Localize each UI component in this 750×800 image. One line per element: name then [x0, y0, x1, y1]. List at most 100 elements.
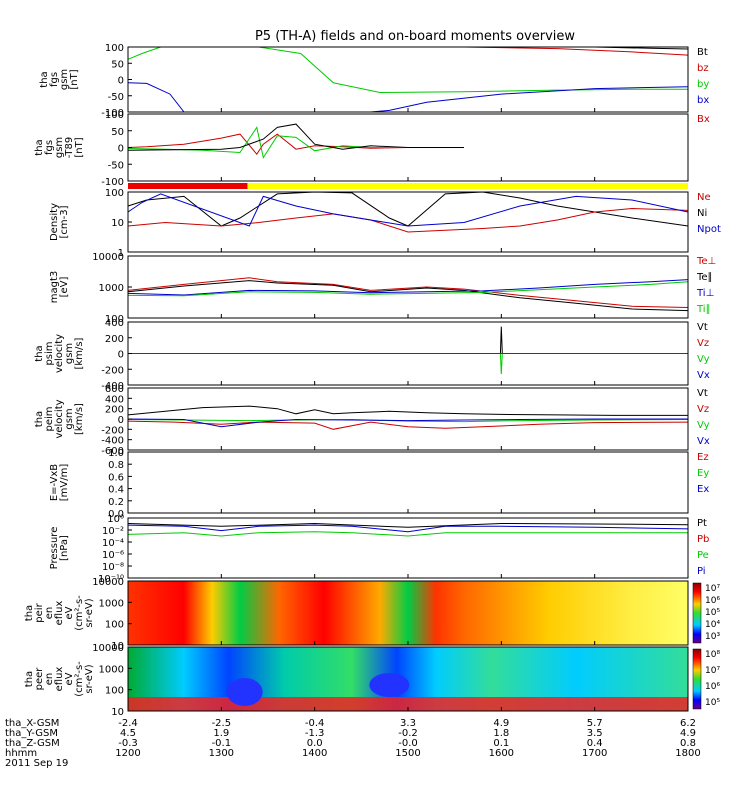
y-axis-label: Pressure	[49, 527, 60, 570]
colorbar-tick-label: 10⁷	[705, 666, 720, 676]
spectrogram-core	[226, 678, 263, 706]
y-axis-label: gsm	[59, 69, 70, 90]
panel-frame-fgs	[127, 46, 689, 113]
spectrogram-core	[369, 673, 410, 697]
y-tick-label: 200	[105, 334, 124, 345]
y-tick-label: 10⁻⁴	[102, 538, 124, 549]
panel-frame-efield	[127, 451, 689, 514]
y-tick-label: 400	[105, 318, 124, 329]
series-temperature-Ti∥	[127, 281, 689, 297]
x-axis-value: -0.3	[118, 738, 138, 749]
x-axis-value: -0.4	[305, 718, 325, 729]
x-axis-value: 0.8	[680, 738, 696, 749]
status-bar-yellow	[247, 183, 688, 189]
legend-Bt: Bt	[697, 47, 708, 58]
spectrogram-peir	[128, 581, 688, 645]
series-fgs_t89-red	[127, 133, 464, 156]
y-axis-label: [km/s]	[74, 337, 85, 369]
x-axis-value: 0.0	[307, 738, 323, 749]
y-axis-label: [nT]	[74, 137, 85, 157]
y-tick-label: 10⁻⁸	[102, 562, 124, 573]
y-tick-label: 1.0	[108, 448, 124, 459]
y-tick-label: 0	[118, 76, 124, 87]
y-axis-label: eV	[64, 672, 75, 685]
y-tick-label: 1000	[99, 598, 124, 609]
x-axis-value: -0.0	[398, 738, 418, 749]
y-axis-label: velocity	[54, 399, 65, 438]
y-tick-label: 200	[105, 405, 124, 416]
y-axis-label: fgs	[44, 140, 55, 155]
y-tick-label: -100	[101, 108, 124, 119]
panel-peer: 10⁸ 10⁷ 10⁶ 10⁵ 10000 1000 100 10 tha peer en eflux…	[24, 643, 720, 718]
panel-fgs: Bt bz by bx 100 50 0 -50 -100 tha fgs gsm [nT]	[39, 43, 709, 119]
y-axis-label: tha	[24, 605, 35, 621]
panel-peir: 10⁷ 10⁶ 10⁵ 10⁴ 10³ 10000 1000 100 10 tha peir en ef…	[24, 577, 720, 652]
y-tick-label: 0	[118, 415, 124, 426]
legend-Ex: Ex	[697, 484, 709, 495]
series-pressure-Pi	[127, 524, 689, 533]
y-axis-label: (cm²-s-	[74, 595, 85, 631]
y-axis-label: [nT]	[69, 69, 80, 89]
y-tick-label: 10	[111, 641, 124, 652]
x-axis-value: 4.9	[680, 728, 696, 739]
legend-Bx: Bx	[697, 114, 710, 125]
y-axis-label: tha	[39, 71, 50, 87]
legend-Ne: Ne	[697, 192, 711, 203]
y-tick-label: 0	[118, 144, 124, 155]
legend-Ti⊥: Ti⊥	[696, 288, 714, 299]
series-density-Ni	[127, 191, 689, 227]
x-axis-value: 6.2	[680, 718, 696, 729]
y-axis-label: fgs	[49, 72, 60, 87]
status-bar-red	[128, 183, 248, 189]
series-fgs-by	[127, 46, 688, 94]
x-axis-value: 1200	[115, 748, 140, 759]
y-tick-label: -200	[101, 365, 124, 376]
y-axis-label: [mV/m]	[59, 464, 70, 502]
x-axis-value: 0.4	[587, 738, 603, 749]
series-fgs-bz	[128, 46, 689, 56]
y-axis-label: gsm	[64, 343, 75, 364]
y-tick-label: 1000	[99, 283, 124, 294]
x-axis-row-label: tha_X-GSM	[5, 718, 59, 729]
panel-temperature: Te⊥ Te∥ Ti⊥ Ti∥ 10000 1000 100 magt3 [eV]	[49, 252, 716, 325]
legend-Vy: Vy	[697, 420, 710, 431]
x-axis-table: tha_X-GSM -2.4 -2.5 -0.4 3.3 4.9 5.7 6.2 tha_Y-G…	[5, 718, 701, 769]
y-tick-label: 0.2	[108, 497, 124, 508]
x-axis-value: -0.2	[398, 728, 418, 739]
y-axis-label: tha	[24, 671, 35, 687]
y-tick-label: 600	[105, 384, 124, 395]
colorbar-tick-label: 10⁴	[705, 620, 720, 630]
y-axis-label: psim	[44, 341, 55, 365]
x-axis-value: 1600	[489, 748, 514, 759]
y-tick-label: 1	[118, 248, 124, 259]
legend-Ez: Ez	[697, 452, 709, 463]
date-label: 2011 Sep 19	[5, 758, 68, 769]
y-axis-label: eV	[64, 606, 75, 619]
x-axis-value: 1500	[395, 748, 420, 759]
y-tick-label: 100	[105, 43, 124, 54]
y-axis-label: gsm	[64, 408, 75, 429]
y-tick-label: 1000	[99, 664, 124, 675]
y-tick-label: 0.0	[108, 509, 124, 520]
y-axis-label: [km/s]	[74, 403, 85, 435]
legend-Pe: Pe	[697, 550, 709, 561]
panel-density: Ne Ni Npot 100 10 1 Density [cm-3]	[49, 188, 721, 259]
x-axis-value: -2.5	[212, 718, 232, 729]
series-peim_velocity-Vz	[127, 420, 689, 430]
y-tick-label: 10⁰	[107, 514, 124, 525]
x-axis-value: 1.8	[493, 728, 509, 739]
panel-fgs_t89: Bx 100 50 0 -50 -100 tha fgs gsm -T89 [nT]	[34, 110, 710, 188]
x-axis-value: 4.9	[493, 718, 509, 729]
legend-bz: bz	[697, 63, 709, 74]
y-axis-label: (cm²-s-	[74, 661, 85, 697]
y-axis-label: [eV]	[59, 277, 70, 298]
legend-Pt: Pt	[697, 518, 707, 529]
x-axis-value: 5.7	[587, 718, 603, 729]
legend-Vx: Vx	[697, 370, 710, 381]
y-axis-label: peim	[44, 406, 55, 431]
y-tick-label: -100	[101, 177, 124, 188]
series-psim_velocity-Vy	[499, 353, 503, 375]
